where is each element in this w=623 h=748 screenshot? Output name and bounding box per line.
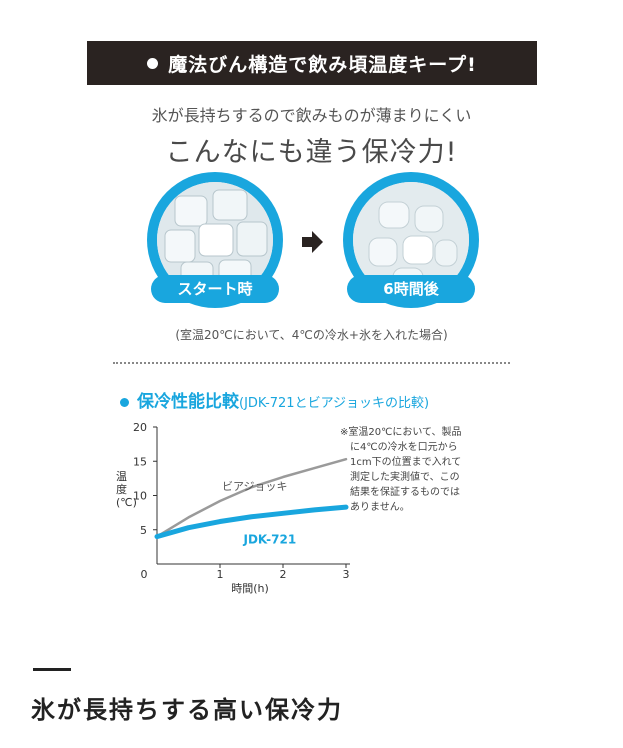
series-line-1 <box>155 457 348 538</box>
intro-subtitle: 氷が長持ちするので飲みものが薄まりにくい <box>151 106 472 125</box>
performance-chart: 5 10 15 20 0 1 2 3 ビアジョッキ JDK-721 時間(h) 温度(℃) <box>110 420 360 604</box>
x-axis-label: 時間(h) <box>231 582 269 595</box>
intro-headline: こんなにも違う保冷力! <box>165 137 458 168</box>
x-tick-label: 2 <box>280 568 287 581</box>
series-label-1: ビアジョッキ <box>222 480 288 493</box>
bullet-dot-icon <box>147 57 159 69</box>
section-subtitle: (JDK-721とビアジョッキの比較) <box>239 396 430 411</box>
x-tick-label: 1 <box>217 568 224 581</box>
start-ice-image: スタート時 <box>147 172 283 308</box>
remark-line: に4℃の冷水を口元から <box>350 442 458 453</box>
arrow-right-icon <box>300 230 324 258</box>
remark-line: 測定した実測値で、この <box>350 472 460 483</box>
condition-note: (室温20℃において、4℃の冷水+氷を入れた場合) <box>175 328 448 342</box>
series-label-2: JDK-721 <box>243 533 297 547</box>
divider <box>113 362 510 364</box>
x-tick-label: 0 <box>141 568 148 581</box>
start-label: スタート時 <box>151 275 279 303</box>
section-title-text: 保冷性能比較 <box>137 392 239 412</box>
remark-line: ※室温20℃において、製品 <box>340 427 462 438</box>
section-title: 保冷性能比較(JDK-721とビアジョッキの比較) <box>120 387 429 412</box>
chart-svg: 5 10 15 20 0 1 2 3 ビアジョッキ JDK-721 時間(h) <box>133 421 350 595</box>
banner-text: 魔法びん構造で飲み頃温度キープ! <box>168 53 477 76</box>
y-axis-label: 温度(℃) <box>116 470 137 509</box>
footer-accent-bar <box>33 668 71 671</box>
after-ice-image: 6時間後 <box>343 172 479 308</box>
measurement-remark: ※室温20℃において、製品 に4℃の冷水を口元から 1cm下の位置まで入れて 測… <box>340 425 515 515</box>
series-line-2 <box>154 504 349 540</box>
after-label: 6時間後 <box>347 275 475 303</box>
y-tick-label: 10 <box>133 490 147 503</box>
footer-title: 氷が長持ちする高い保冷力 <box>31 696 343 724</box>
remark-line: 1cm下の位置まで入れて <box>350 457 462 468</box>
y-tick-label: 5 <box>140 524 147 537</box>
header-banner: 魔法びん構造で飲み頃温度キープ! <box>87 41 537 85</box>
y-tick-label: 20 <box>133 421 147 434</box>
remark-line: 結果を保証するものでは <box>350 487 460 498</box>
remark-line: ありません。 <box>350 502 410 513</box>
x-tick-label: 3 <box>343 568 350 581</box>
bullet-dot-icon <box>120 397 129 407</box>
y-tick-label: 15 <box>133 455 147 468</box>
